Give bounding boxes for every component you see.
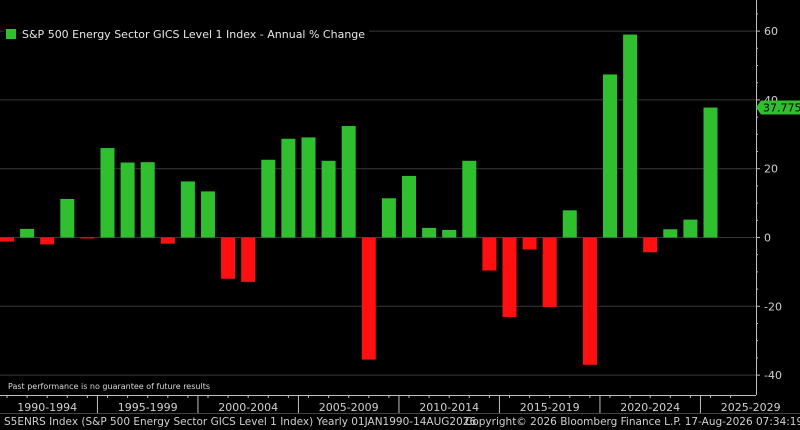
bar-2017 [542, 237, 557, 307]
x-group-label-2010-2014: 2010-2014 [419, 401, 479, 413]
disclaimer: Past performance is no guarantee of futu… [8, 382, 210, 391]
bar-2025 [703, 107, 718, 238]
bar-2019 [582, 237, 597, 365]
bar-1997 [140, 162, 155, 238]
bar-2006 [321, 160, 336, 238]
x-group-label-2025-2029: 2025-2029 [721, 401, 781, 413]
legend-label: S&P 500 Energy Sector GICS Level 1 Index… [22, 27, 366, 41]
footer-security-description: S5ENRS Index (S&P 500 Energy Sector GICS… [4, 416, 477, 428]
bar-2002 [241, 237, 256, 282]
bar-1994 [80, 237, 95, 239]
x-group-label-2005-2009: 2005-2009 [319, 401, 379, 413]
bar-2022 [643, 237, 658, 253]
bar-1996 [120, 162, 135, 238]
bar-2009 [381, 198, 396, 238]
bar-2001 [221, 237, 236, 279]
y-tick-label--40: -40 [764, 369, 782, 382]
y-tick-label-60: 60 [764, 25, 778, 38]
bar-2021 [623, 34, 638, 238]
legend: S&P 500 Energy Sector GICS Level 1 Index… [4, 25, 370, 43]
bar-2024 [683, 219, 698, 238]
bar-2000 [201, 191, 215, 238]
x-group-label-2015-2019: 2015-2019 [520, 401, 580, 413]
y-tick-label-0: 0 [764, 232, 771, 245]
bar-1992 [40, 237, 55, 245]
last-value-label: 37.775 [763, 102, 800, 115]
bar-2018 [562, 210, 577, 238]
bar-2010 [402, 175, 416, 238]
y-tick-label--20: -20 [764, 300, 782, 313]
bar-2008 [361, 237, 376, 360]
bar-1998 [160, 237, 175, 244]
bar-2016 [522, 237, 537, 250]
bar-1995 [100, 148, 115, 238]
bar-2013 [462, 160, 477, 238]
bar-2023 [663, 229, 678, 238]
bar-2004 [281, 138, 296, 238]
x-group-label-1990-1994: 1990-1994 [17, 401, 77, 413]
bar-2012 [442, 229, 457, 238]
footer-bar: S5ENRS Index (S&P 500 Energy Sector GICS… [0, 413, 800, 430]
footer-copyright: Copyright© 2026 Bloomberg Finance L.P. 1… [465, 416, 800, 428]
x-group-label-1995-1999: 1995-1999 [118, 401, 178, 413]
bar-1991 [20, 228, 35, 238]
bar-1993 [60, 198, 75, 238]
bar-2020 [603, 74, 617, 238]
bar-2015 [502, 237, 517, 317]
legend-swatch [6, 29, 16, 39]
bar-2007 [341, 126, 356, 238]
bar-2011 [422, 227, 437, 238]
bar-1990 [0, 237, 14, 242]
y-tick-label-20: 20 [764, 163, 778, 176]
x-group-label-2020-2024: 2020-2024 [620, 401, 680, 413]
x-group-label-2000-2004: 2000-2004 [218, 401, 278, 413]
bar-2014 [482, 237, 497, 271]
bar-2003 [261, 159, 276, 238]
last-value-marker [756, 100, 800, 115]
bar-1999 [180, 181, 195, 238]
bar-2005 [301, 137, 316, 238]
